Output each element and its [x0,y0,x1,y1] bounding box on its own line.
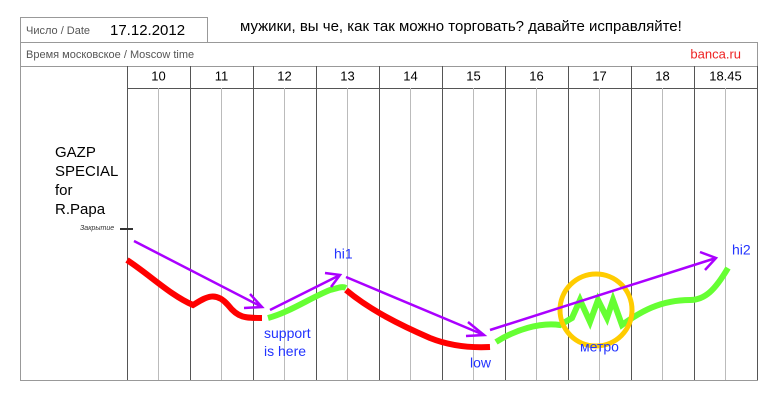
red-line [344,287,491,351]
grid [20,17,758,381]
support: support is here [264,325,315,359]
hour-label: 13 [340,68,354,83]
date-label: Число / Date [26,25,90,37]
time-label: Время московское / Moscow time [26,49,194,61]
green-line [494,266,731,345]
hour-label: 14 [403,68,417,83]
green-line [267,284,348,321]
metro: метро [580,339,619,355]
hour-label: 16 [529,68,543,83]
hi1: hi1 [334,246,353,262]
hour-label: 18 [655,68,669,83]
hour-label: 17 [592,68,606,83]
close-label: Закрытие [80,225,114,232]
hour-label: 11 [215,68,229,83]
circle [557,271,635,349]
hour-label: 12 [277,68,291,83]
date: 17.12.2012 [110,22,185,39]
hour-label: 18.45 [709,68,742,83]
arrows [133,239,719,338]
hours: 10 11 12 13 14 15 16 17 18 18.45 [151,68,742,83]
hi2: hi2 [732,242,751,258]
hour-label: 15 [466,68,480,83]
site: banca.ru [690,46,741,61]
low: low [470,355,492,371]
ticker: GAZP SPECIAL for R.Papa [55,144,122,218]
comment: мужики, вы че, как так можно торговать? … [240,18,682,35]
red-line [125,257,263,321]
hour-label: 10 [151,68,165,83]
